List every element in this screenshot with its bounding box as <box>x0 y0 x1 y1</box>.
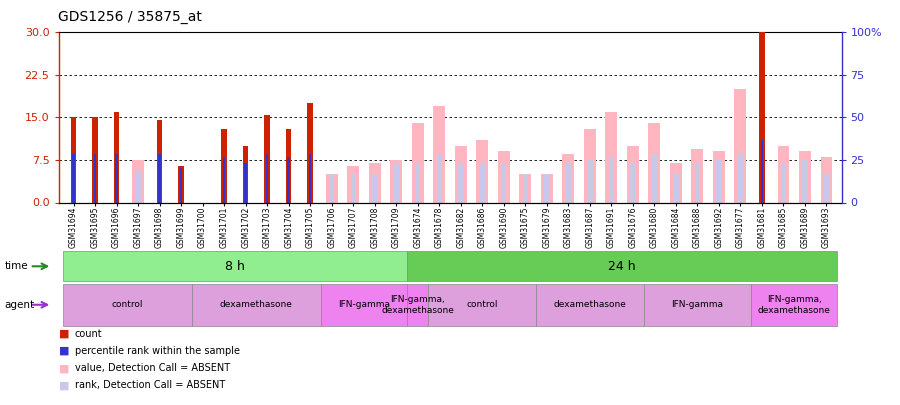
Bar <box>221 129 227 202</box>
Bar <box>734 89 746 202</box>
Bar <box>287 157 290 202</box>
Text: 24 h: 24 h <box>608 260 636 273</box>
Bar <box>799 151 811 202</box>
Bar <box>691 149 703 202</box>
Bar <box>608 157 614 202</box>
Bar <box>433 106 446 202</box>
Bar <box>391 160 402 202</box>
Bar <box>821 157 833 202</box>
Bar <box>778 146 789 202</box>
Text: GDS1256 / 35875_at: GDS1256 / 35875_at <box>58 10 202 24</box>
Bar <box>266 154 268 202</box>
Bar <box>544 174 550 202</box>
Bar <box>347 166 359 202</box>
Bar <box>716 160 722 202</box>
Bar <box>738 154 743 202</box>
Text: IFN-gamma,
dexamethasone: IFN-gamma, dexamethasone <box>758 295 831 315</box>
Bar <box>114 112 120 202</box>
Bar <box>695 163 700 202</box>
Bar <box>587 160 592 202</box>
Bar <box>824 174 829 202</box>
Bar <box>458 163 464 202</box>
Text: time: time <box>4 261 28 271</box>
Bar <box>265 115 270 202</box>
Text: value, Detection Call = ABSENT: value, Detection Call = ABSENT <box>75 363 230 373</box>
Bar <box>178 166 184 202</box>
Bar <box>180 168 183 202</box>
Text: rank, Detection Call = ABSENT: rank, Detection Call = ABSENT <box>75 380 225 390</box>
Bar <box>393 163 399 202</box>
Text: control: control <box>112 300 143 309</box>
Bar <box>673 174 679 202</box>
Bar <box>372 174 377 202</box>
Text: 8 h: 8 h <box>225 260 245 273</box>
Bar <box>480 163 485 202</box>
Text: dexamethasone: dexamethasone <box>554 300 626 309</box>
Bar <box>501 163 507 202</box>
Bar <box>350 174 356 202</box>
Bar <box>454 146 467 202</box>
Bar <box>652 154 657 202</box>
Bar <box>135 171 140 202</box>
Bar <box>523 174 528 202</box>
Bar <box>223 157 225 202</box>
Bar <box>498 151 509 202</box>
Bar <box>415 163 420 202</box>
Text: IFN-gamma,
dexamethasone: IFN-gamma, dexamethasone <box>382 295 454 315</box>
Bar <box>309 154 311 202</box>
Bar <box>627 146 639 202</box>
Text: ■: ■ <box>58 346 69 356</box>
Bar <box>584 129 596 202</box>
Bar <box>71 117 76 202</box>
Bar <box>326 174 338 202</box>
Bar <box>308 103 313 202</box>
Bar <box>565 163 571 202</box>
Bar <box>630 163 635 202</box>
Bar <box>713 151 725 202</box>
Bar <box>780 163 786 202</box>
Bar <box>562 154 574 202</box>
Bar <box>243 146 248 202</box>
Bar <box>648 123 661 202</box>
Text: ■: ■ <box>58 380 69 390</box>
Bar <box>72 154 75 202</box>
Text: ■: ■ <box>58 363 69 373</box>
Bar <box>436 154 442 202</box>
Text: ■: ■ <box>58 329 69 339</box>
Text: dexamethasone: dexamethasone <box>220 300 292 309</box>
Bar <box>94 154 96 202</box>
Bar <box>541 174 553 202</box>
Bar <box>476 140 488 202</box>
Text: IFN-gamma: IFN-gamma <box>338 300 390 309</box>
Bar <box>519 174 531 202</box>
Bar <box>329 174 335 202</box>
Text: count: count <box>75 329 103 339</box>
Bar <box>606 112 617 202</box>
Bar <box>369 163 381 202</box>
Bar <box>412 123 424 202</box>
Text: percentile rank within the sample: percentile rank within the sample <box>75 346 239 356</box>
Bar <box>670 163 682 202</box>
Bar <box>132 160 144 202</box>
Bar <box>157 120 162 202</box>
Bar <box>760 140 763 202</box>
Bar <box>286 129 292 202</box>
Bar <box>802 160 807 202</box>
Bar <box>93 117 98 202</box>
Text: IFN-gamma: IFN-gamma <box>671 300 724 309</box>
Bar <box>760 32 765 202</box>
Text: agent: agent <box>4 300 34 310</box>
Bar <box>245 163 247 202</box>
Bar <box>158 154 161 202</box>
Text: control: control <box>466 300 498 309</box>
Bar <box>115 154 118 202</box>
